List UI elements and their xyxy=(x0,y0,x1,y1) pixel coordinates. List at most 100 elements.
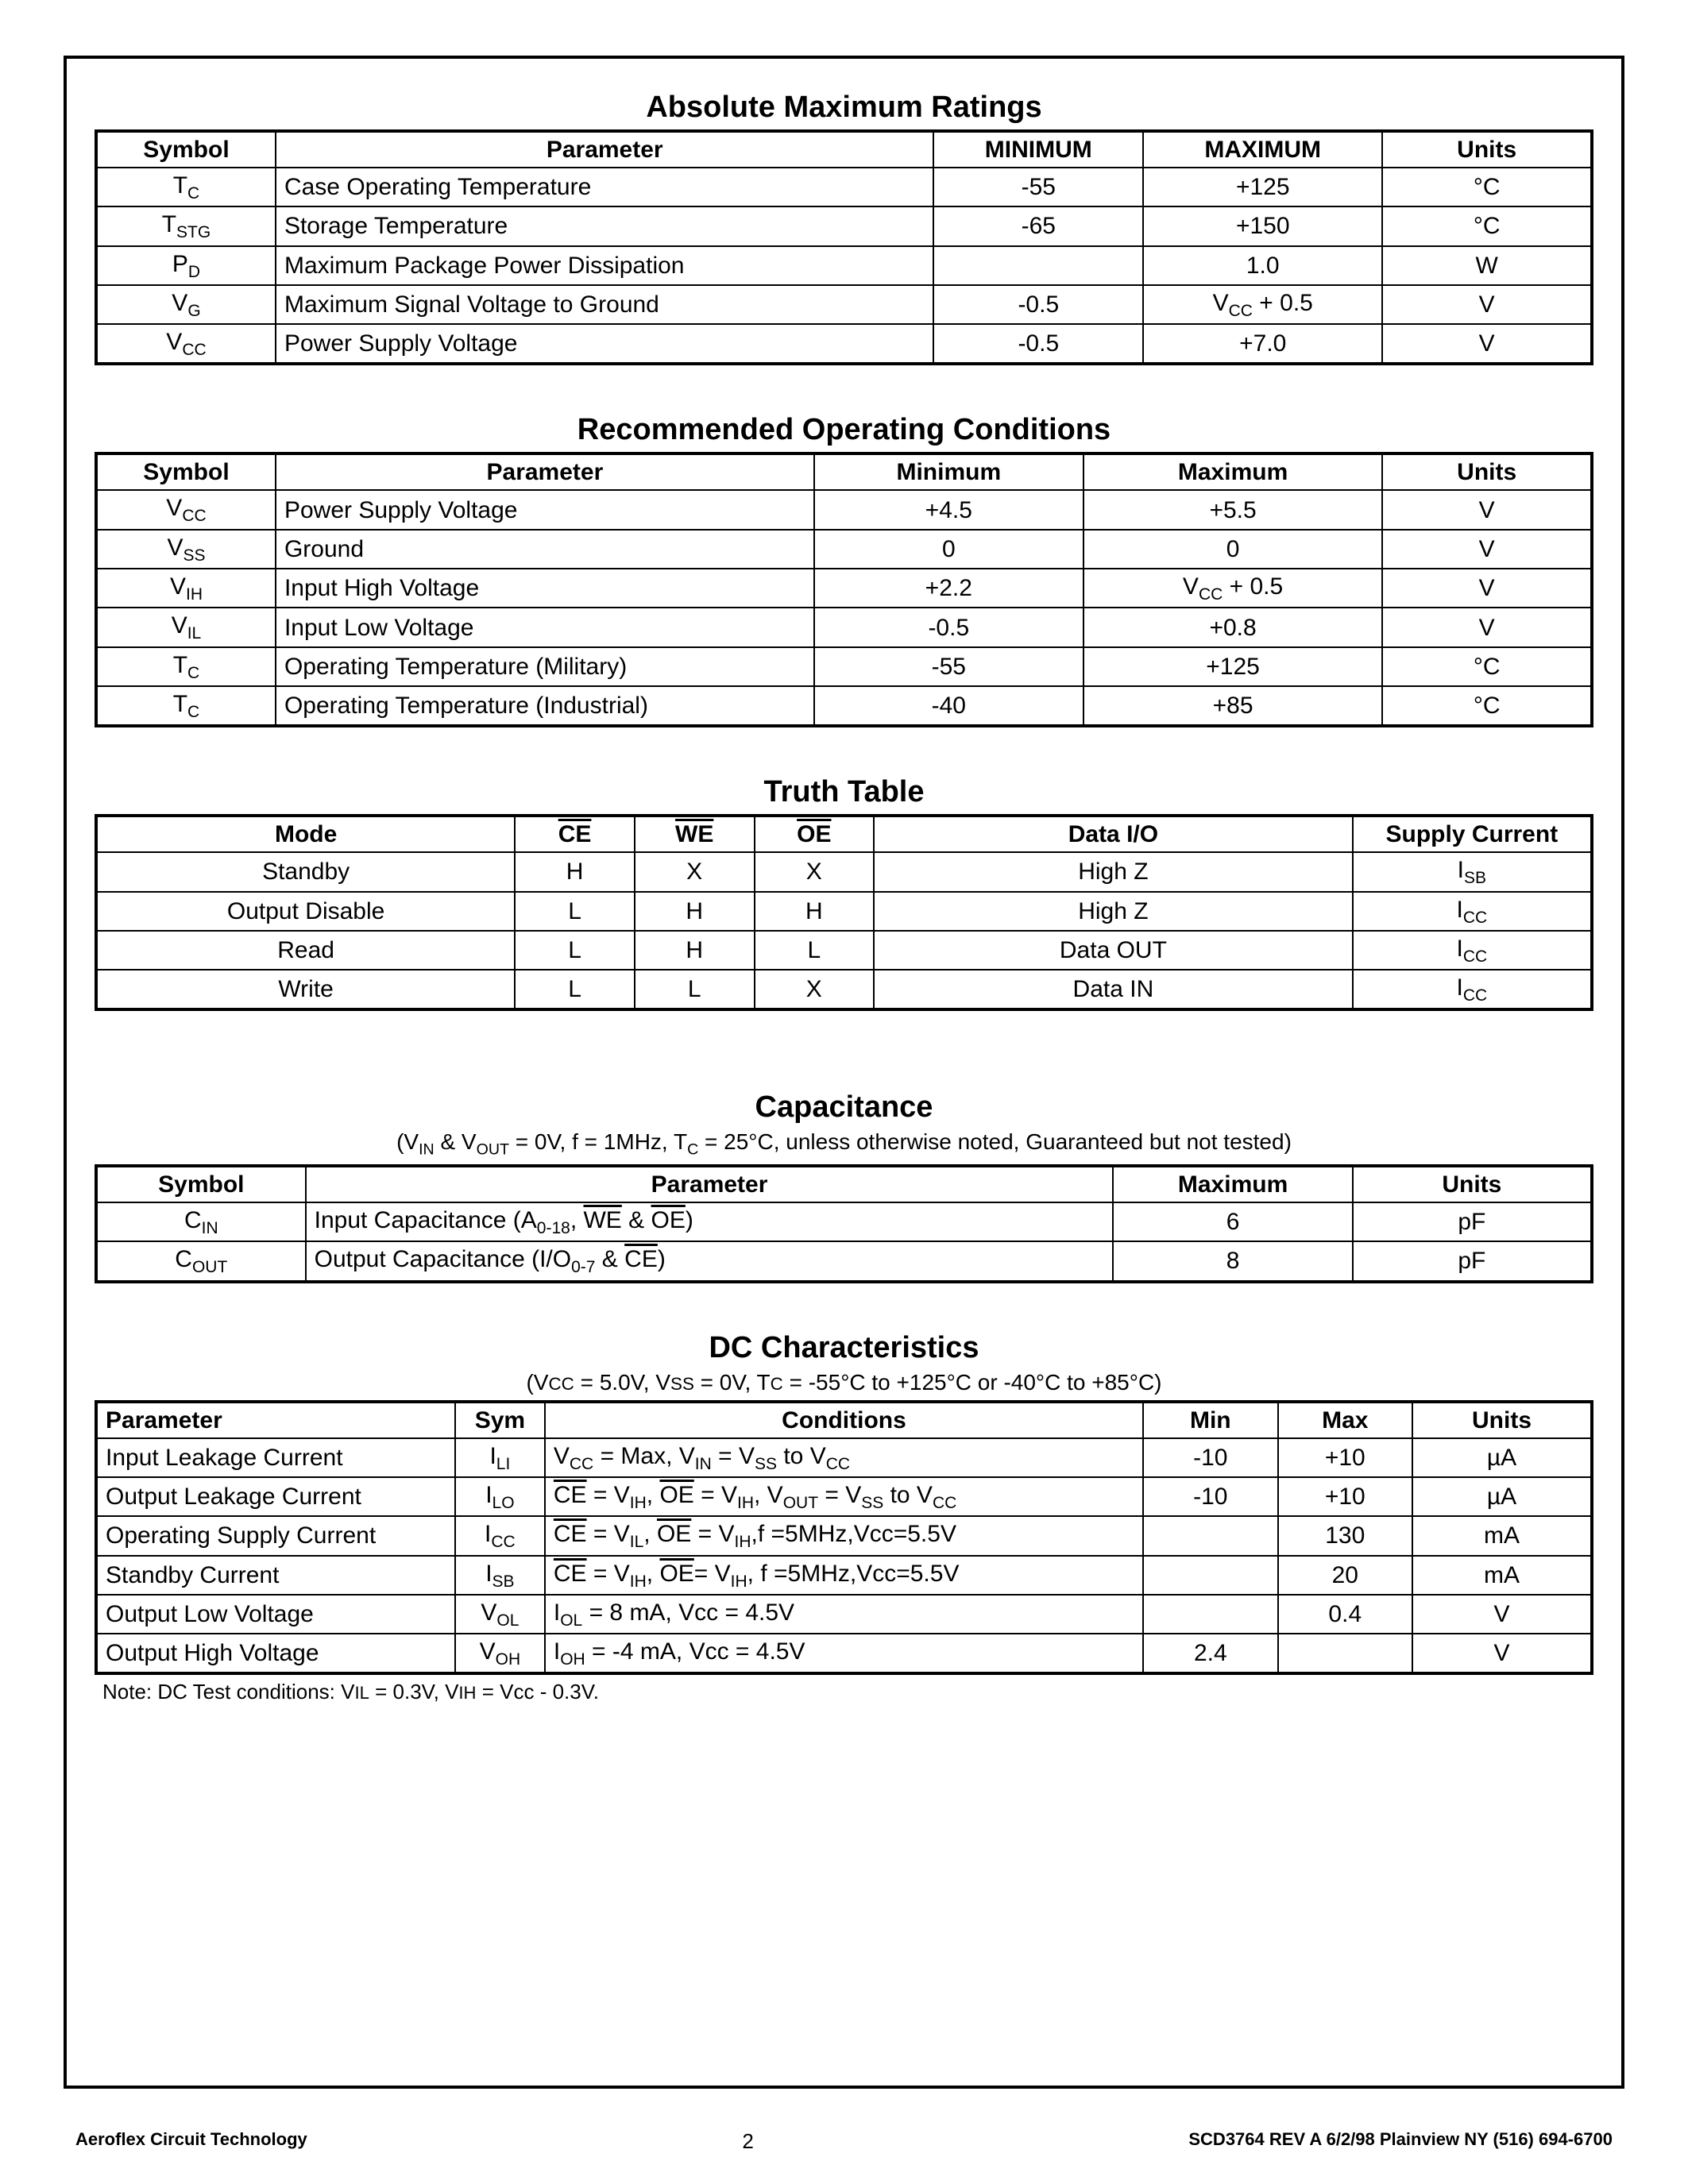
col-supply: Supply Current xyxy=(1353,816,1592,852)
dc-table: Parameter Sym Conditions Min Max Units I… xyxy=(95,1400,1593,1676)
cell-we: H xyxy=(635,892,755,931)
cell-param: Case Operating Temperature xyxy=(276,168,934,206)
cell-max: +0.8 xyxy=(1083,608,1383,646)
cell-units: mA xyxy=(1412,1556,1592,1595)
cell-mode: Write xyxy=(96,970,515,1009)
cell-symbol: VCC xyxy=(96,324,276,364)
col-parameter: Parameter xyxy=(276,131,934,168)
cell-param: Output Capacitance (I/O0-7 & CE) xyxy=(306,1241,1114,1281)
cell-units: V xyxy=(1412,1595,1592,1634)
cell-units: V xyxy=(1382,490,1592,529)
table-row: CIN Input Capacitance (A0-18, WE & OE) 6… xyxy=(96,1202,1592,1241)
cell-mode: Output Disable xyxy=(96,892,515,931)
cell-param: Input Capacitance (A0-18, WE & OE) xyxy=(306,1202,1114,1241)
cell-sym: ILO xyxy=(455,1477,545,1516)
table-row: TCOperating Temperature (Military)-55+12… xyxy=(96,647,1592,686)
cell-symbol: TC xyxy=(96,686,276,726)
cell-max: 6 xyxy=(1113,1202,1352,1241)
cell-min: -65 xyxy=(933,206,1143,245)
cell-param: Input Low Voltage xyxy=(276,608,814,646)
cell-io: High Z xyxy=(874,892,1353,931)
table-header-row: Mode CE WE OE Data I/O Supply Current xyxy=(96,816,1592,852)
cell-min: -0.5 xyxy=(933,324,1143,364)
table-row: PDMaximum Package Power Dissipation1.0W xyxy=(96,246,1592,285)
col-parameter: Parameter xyxy=(306,1166,1114,1202)
col-oe: OE xyxy=(755,816,875,852)
cell-units: pF xyxy=(1353,1241,1592,1281)
cell-max: +85 xyxy=(1083,686,1383,726)
cell-max: VCC + 0.5 xyxy=(1143,285,1382,324)
cell-symbol: VSS xyxy=(96,530,276,569)
cell-param: Storage Temperature xyxy=(276,206,934,245)
cell-min xyxy=(1143,1516,1277,1555)
cell-oe: X xyxy=(755,852,875,891)
cell-symbol: TSTG xyxy=(96,206,276,245)
cell-supply: ICC xyxy=(1353,892,1592,931)
table-row: TSTGStorage Temperature-65+150°C xyxy=(96,206,1592,245)
cell-max: +10 xyxy=(1278,1438,1412,1477)
table-row: VSSGround00V xyxy=(96,530,1592,569)
cell-max: +7.0 xyxy=(1143,324,1382,364)
cell-cond: VCC = Max, VIN = VSS to VCC xyxy=(545,1438,1143,1477)
cell-oe: H xyxy=(755,892,875,931)
col-symbol: Symbol xyxy=(96,1166,306,1202)
truth-title: Truth Table xyxy=(95,775,1593,809)
cell-units: °C xyxy=(1382,647,1592,686)
cell-param: Input High Voltage xyxy=(276,569,814,608)
cell-ce: H xyxy=(515,852,635,891)
cell-symbol: VCC xyxy=(96,490,276,529)
cell-min: 2.4 xyxy=(1143,1634,1277,1673)
cell-param: Output High Voltage xyxy=(96,1634,455,1673)
cell-oe: L xyxy=(755,931,875,970)
cell-symbol: COUT xyxy=(96,1241,306,1281)
cell-symbol: VIH xyxy=(96,569,276,608)
table-row: VILInput Low Voltage-0.5+0.8V xyxy=(96,608,1592,646)
cell-symbol: VG xyxy=(96,285,276,324)
table-row: VCCPower Supply Voltage-0.5+7.0V xyxy=(96,324,1592,364)
cell-supply: ICC xyxy=(1353,970,1592,1009)
cell-min: -55 xyxy=(814,647,1083,686)
cell-max: +125 xyxy=(1083,647,1383,686)
cell-symbol: PD xyxy=(96,246,276,285)
cell-cond: CE = VIH, OE = VIH, VOUT = VSS to VCC xyxy=(545,1477,1143,1516)
cell-param: Operating Temperature (Military) xyxy=(276,647,814,686)
col-min: Minimum xyxy=(814,453,1083,490)
col-parameter: Parameter xyxy=(276,453,814,490)
table-header-row: Symbol Parameter Maximum Units xyxy=(96,1166,1592,1202)
cell-sym: ILI xyxy=(455,1438,545,1477)
roc-table: Symbol Parameter Minimum Maximum Units V… xyxy=(95,452,1593,727)
table-row: Output Low VoltageVOLIOL = 8 mA, Vcc = 4… xyxy=(96,1595,1592,1634)
table-row: COUT Output Capacitance (I/O0-7 & CE) 8 … xyxy=(96,1241,1592,1281)
footer-right: SCD3764 REV A 6/2/98 Plainview NY (516) … xyxy=(1188,2129,1613,2154)
cell-cond: IOL = 8 mA, Vcc = 4.5V xyxy=(545,1595,1143,1634)
page: Absolute Maximum Ratings Symbol Paramete… xyxy=(0,0,1688,2184)
cell-param: Standby Current xyxy=(96,1556,455,1595)
cell-units: V xyxy=(1412,1634,1592,1673)
cell-param: Input Leakage Current xyxy=(96,1438,455,1477)
cell-min: +4.5 xyxy=(814,490,1083,529)
footer-page: 2 xyxy=(742,2129,753,2154)
cell-units: pF xyxy=(1353,1202,1592,1241)
cell-max xyxy=(1278,1634,1412,1673)
col-cond: Conditions xyxy=(545,1402,1143,1438)
content-frame: Absolute Maximum Ratings Symbol Paramete… xyxy=(64,56,1624,2089)
cell-param: Maximum Signal Voltage to Ground xyxy=(276,285,934,324)
cell-ce: L xyxy=(515,970,635,1009)
cell-max: 0 xyxy=(1083,530,1383,569)
cell-min xyxy=(1143,1556,1277,1595)
cell-units: °C xyxy=(1382,686,1592,726)
cell-param: Power Supply Voltage xyxy=(276,490,814,529)
cell-min: +2.2 xyxy=(814,569,1083,608)
col-dataio: Data I/O xyxy=(874,816,1353,852)
col-mode: Mode xyxy=(96,816,515,852)
table-header-row: Symbol Parameter MINIMUM MAXIMUM Units xyxy=(96,131,1592,168)
cell-max: +10 xyxy=(1278,1477,1412,1516)
table-row: VIHInput High Voltage+2.2VCC + 0.5V xyxy=(96,569,1592,608)
cell-max: 20 xyxy=(1278,1556,1412,1595)
cell-min: -0.5 xyxy=(814,608,1083,646)
col-symbol: Symbol xyxy=(96,131,276,168)
cell-max: VCC + 0.5 xyxy=(1083,569,1383,608)
col-units: Units xyxy=(1412,1402,1592,1438)
cell-units: V xyxy=(1382,324,1592,364)
cell-param: Output Low Voltage xyxy=(96,1595,455,1634)
